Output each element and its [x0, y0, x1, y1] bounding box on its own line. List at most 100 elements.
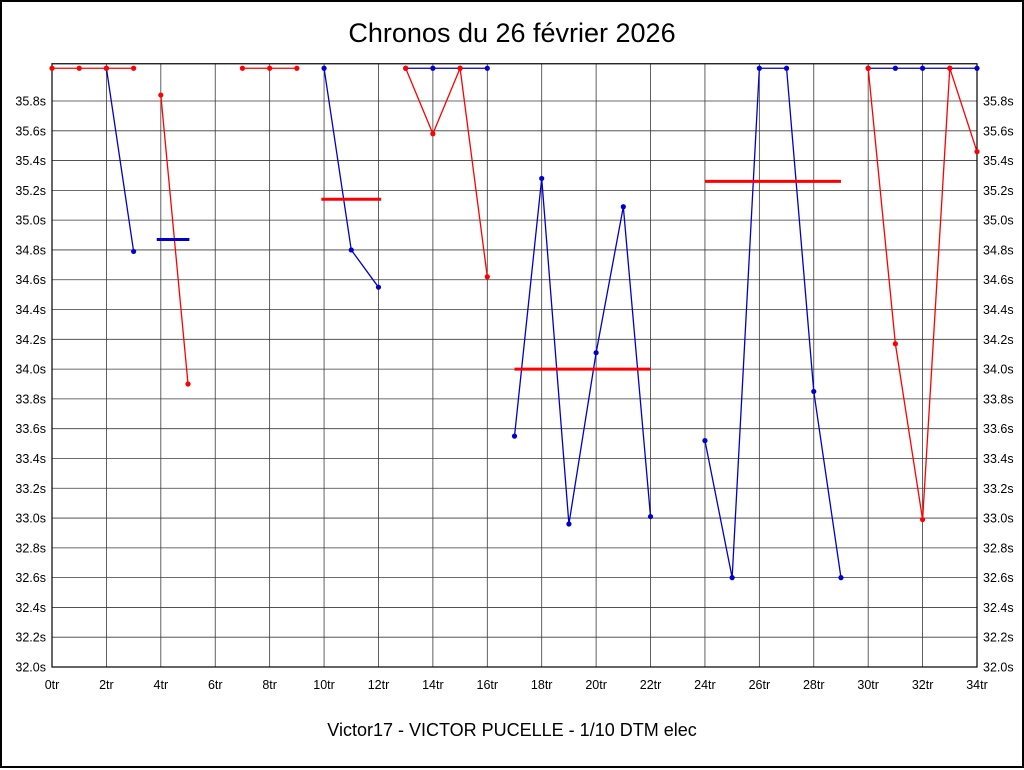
lap-point-red	[892, 341, 898, 347]
lap-point-blue	[348, 247, 354, 253]
lap-line-blue	[105, 68, 135, 252]
y-tick-label-left: 33.0s	[15, 512, 46, 526]
lap-point-blue	[484, 65, 490, 71]
x-tick-label: 14tr	[422, 678, 444, 692]
lap-point-red	[49, 65, 55, 71]
lap-point-blue	[647, 513, 654, 520]
x-tick-label: 12tr	[368, 678, 390, 692]
lap-point-blue	[539, 175, 545, 182]
y-tick-label-left: 35.8s	[15, 95, 46, 109]
y-tick-label-left: 32.8s	[15, 541, 46, 555]
y-tick-label-left: 35.6s	[15, 124, 46, 138]
x-tick-label: 18tr	[531, 678, 553, 692]
y-tick-label-right: 35.2s	[983, 184, 1014, 198]
y-tick-label-right: 32.2s	[983, 631, 1014, 645]
y-tick-label-left: 34.0s	[15, 363, 46, 377]
x-tick-label: 24tr	[694, 678, 716, 692]
y-tick-label-left: 34.8s	[15, 243, 46, 257]
y-tick-label-right: 35.4s	[983, 154, 1014, 168]
y-tick-label-right: 34.2s	[983, 333, 1014, 347]
y-tick-label-right: 35.0s	[983, 214, 1014, 228]
y-tick-label-left: 32.6s	[15, 571, 46, 585]
plot-background	[52, 63, 977, 667]
lap-point-red	[239, 65, 246, 71]
lap-point-blue	[919, 65, 926, 71]
lap-point-red	[294, 65, 300, 71]
y-tick-label-right: 32.4s	[983, 601, 1014, 615]
x-tick-label: 26tr	[749, 678, 771, 692]
lap-point-red	[430, 131, 436, 137]
lap-point-blue	[375, 284, 382, 290]
y-tick-label-right: 34.8s	[983, 243, 1014, 257]
x-tick-label: 4tr	[154, 678, 169, 692]
lap-point-blue	[892, 65, 898, 71]
y-tick-label-left: 34.2s	[15, 333, 46, 347]
y-tick-label-left: 34.4s	[15, 303, 46, 317]
lap-point-red	[267, 65, 273, 71]
lap-point-red	[103, 65, 110, 71]
x-tick-label: 10tr	[313, 678, 335, 692]
y-tick-label-right: 34.6s	[983, 273, 1014, 287]
x-tick-label: 34tr	[966, 678, 988, 692]
lap-point-red	[158, 92, 164, 98]
y-tick-label-right: 33.2s	[983, 482, 1014, 496]
y-tick-label-left: 33.8s	[15, 392, 46, 406]
x-tick-label: 28tr	[803, 678, 825, 692]
lap-point-blue	[430, 65, 436, 71]
x-tick-label: 0tr	[45, 678, 60, 692]
x-tick-label: 6tr	[208, 678, 223, 692]
y-tick-label-right: 33.6s	[983, 422, 1014, 436]
y-tick-label-left: 35.2s	[15, 184, 46, 198]
y-tick-label-right: 35.6s	[983, 124, 1014, 138]
lap-point-blue	[838, 575, 844, 581]
lap-point-blue	[756, 65, 762, 71]
y-tick-label-right: 34.0s	[983, 363, 1014, 377]
y-tick-label-left: 33.4s	[15, 452, 46, 466]
y-tick-label-right: 32.6s	[983, 571, 1014, 585]
lap-point-blue	[593, 350, 599, 356]
x-tick-label: 22tr	[640, 678, 662, 692]
lap-point-red	[484, 274, 490, 280]
chart-footer: Victor17 - VICTOR PUCELLE - 1/10 DTM ele…	[327, 720, 697, 740]
y-tick-label-left: 32.2s	[15, 631, 46, 645]
y-tick-label-right: 32.0s	[983, 661, 1014, 675]
x-tick-label: 16tr	[477, 678, 499, 692]
x-tick-label: 20tr	[585, 678, 607, 692]
y-tick-label-left: 35.0s	[15, 214, 46, 228]
y-tick-label-left: 34.6s	[15, 273, 46, 287]
y-tick-label-right: 33.0s	[983, 512, 1014, 526]
lap-point-blue	[321, 65, 327, 71]
x-tick-label: 30tr	[857, 678, 879, 692]
lap-point-blue	[974, 65, 980, 71]
y-tick-label-left: 33.6s	[15, 422, 46, 436]
lap-point-blue	[511, 433, 518, 439]
chart-title: Chronos du 26 février 2026	[348, 18, 676, 48]
lap-point-blue	[566, 521, 572, 527]
y-tick-label-left: 32.4s	[15, 601, 46, 615]
y-tick-label-right: 33.4s	[983, 452, 1014, 466]
lap-point-red	[185, 381, 191, 387]
lap-point-red	[457, 65, 463, 71]
y-tick-label-left: 33.2s	[15, 482, 46, 496]
lap-point-blue	[620, 204, 626, 210]
y-tick-label-right: 33.8s	[983, 392, 1014, 406]
lap-point-blue	[811, 388, 817, 395]
lap-point-blue	[131, 248, 137, 255]
lap-point-red	[919, 516, 926, 523]
lap-point-red	[131, 65, 137, 71]
x-tick-label: 2tr	[99, 678, 114, 692]
lap-point-red	[76, 65, 82, 71]
y-tick-label-left: 35.4s	[15, 154, 46, 168]
lap-line-red	[405, 65, 488, 277]
y-tick-label-right: 34.4s	[983, 303, 1014, 317]
y-tick-label-right: 35.8s	[983, 95, 1014, 109]
lap-line-blue	[704, 67, 842, 578]
lap-line-blue	[513, 178, 652, 525]
lap-point-red	[865, 65, 871, 71]
x-tick-label: 8tr	[262, 678, 277, 692]
plot-border	[51, 63, 978, 668]
lap-point-red	[974, 149, 980, 155]
lap-point-blue	[702, 438, 708, 444]
y-tick-label-left: 32.0s	[15, 661, 46, 675]
